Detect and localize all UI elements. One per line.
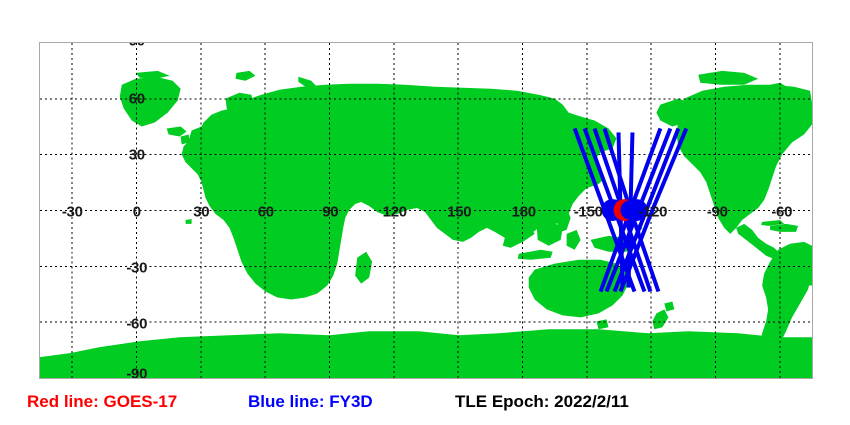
lat-tick-90: 90 xyxy=(129,43,145,49)
lon-tick-90: 90 xyxy=(322,203,339,220)
mexico-central-america xyxy=(736,223,781,260)
caribbean-islands xyxy=(770,223,799,232)
north-america-shape xyxy=(676,84,812,234)
new-guinea-shape xyxy=(590,235,633,252)
ireland-shape xyxy=(180,134,190,145)
island-cape-verde xyxy=(185,218,192,224)
south-america-east-bulge xyxy=(804,251,812,286)
new-zealand-north xyxy=(664,301,675,312)
greenland-shape xyxy=(119,76,181,127)
island-falkland xyxy=(784,339,794,346)
lon-tick-60: 60 xyxy=(257,203,274,220)
south-america-shape xyxy=(760,241,812,360)
lon-tick--60: -60 xyxy=(771,203,793,220)
philippines-shape xyxy=(556,208,571,232)
antarctica-shape xyxy=(40,329,812,378)
lon-tick-180: 180 xyxy=(511,203,536,220)
cuba-shape xyxy=(761,219,785,226)
british-isles xyxy=(188,126,206,147)
canada-arctic-islands xyxy=(698,70,759,85)
lat-tick-30: 30 xyxy=(128,146,145,164)
java-shape xyxy=(517,249,553,260)
madagascar-shape xyxy=(355,251,373,284)
lat-tick--30: -30 xyxy=(126,259,148,277)
lon-tick--150: -150 xyxy=(573,203,603,220)
lon-tick-0: 0 xyxy=(132,203,141,220)
australia-shape xyxy=(528,259,629,318)
new-zealand-shape xyxy=(652,309,669,330)
island-hawaii xyxy=(634,223,643,230)
lon-tick--120: -120 xyxy=(638,203,668,220)
lon-tick-30: 30 xyxy=(193,203,210,220)
sri-lanka-shape xyxy=(453,225,462,236)
legend-red-line-goes17: Red line: GOES-17 xyxy=(27,392,178,411)
legend-tle-epoch: TLE Epoch: 2022/2/11 xyxy=(455,392,629,411)
lon-tick--90: -90 xyxy=(706,203,728,220)
baffin-island xyxy=(758,82,791,99)
lat-tick--60: -60 xyxy=(126,315,148,333)
legend-blue-line-fy3d: Blue line: FY3D xyxy=(248,392,373,411)
greenland-north xyxy=(135,70,170,79)
sumatra-shape xyxy=(502,227,535,248)
iceland-shape xyxy=(166,126,187,137)
landmass-group xyxy=(40,70,812,378)
lon-tick--30: -30 xyxy=(61,203,83,220)
scandinavia-shape xyxy=(225,92,254,123)
lon-tick-120: 120 xyxy=(382,203,407,220)
lat-tick-60: 60 xyxy=(128,90,145,108)
borneo-shape xyxy=(536,221,563,246)
figure-legend: Red line: GOES-17 Blue line: FY3D TLE Ep… xyxy=(0,391,850,425)
eurasia-africa-shape xyxy=(181,83,617,300)
svalbard-shape xyxy=(235,70,256,81)
tasmania-shape xyxy=(596,319,609,330)
sulawesi-shape xyxy=(566,229,581,250)
world-map-plot-area: 90 60 30 -30 -60 -90 -30 0 30 60 90 120 … xyxy=(39,42,813,379)
lat-tick--90: -90 xyxy=(126,365,148,379)
world-map-canvas xyxy=(40,43,812,378)
lon-tick-150: 150 xyxy=(447,203,472,220)
alaska-shape xyxy=(656,98,695,127)
